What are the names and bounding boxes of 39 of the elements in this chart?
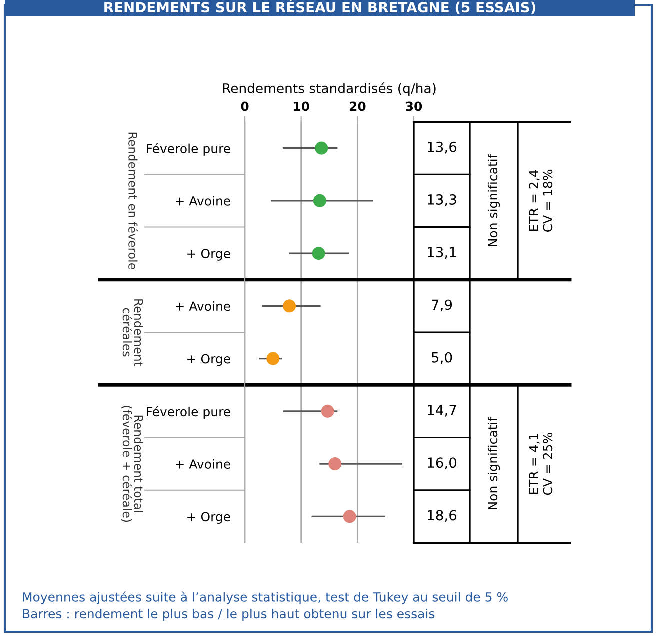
y-tick-label: + Avoine: [176, 301, 230, 312]
point: [312, 247, 326, 260]
data-label: 13,6: [428, 142, 457, 154]
point: [313, 194, 326, 208]
text: Rendement en féverole: [128, 132, 138, 270]
x-tick-label: 30: [406, 102, 422, 112]
text: Non significatif: [488, 154, 500, 246]
data-label: 7,9: [432, 300, 452, 312]
y-tick-label: + Orge: [188, 354, 230, 366]
text: Non significatif: [488, 417, 500, 510]
data-label: 5,0: [432, 352, 452, 364]
y-tick-label: + Orge: [188, 249, 230, 261]
point: [343, 510, 356, 524]
x-tick-label: 0: [241, 102, 249, 112]
chart-title: RENDEMENTS SUR LE RÉSEAU EN BRETAGNE (5 ESSAIS): [104, 0, 536, 14]
data-label: 14,7: [428, 405, 456, 417]
y-tick-label: + Avoine: [176, 459, 230, 469]
point: [283, 300, 296, 313]
data-label: 18,6: [428, 510, 457, 522]
data-label: 13,3: [428, 194, 456, 206]
data-label: 16,0: [428, 458, 457, 470]
point: [266, 352, 280, 366]
text: Rendement céréales: [122, 300, 144, 366]
x-axis-title: Rendements standardisés (q/ha): [223, 82, 436, 96]
point: [328, 458, 342, 471]
text: ETR = 2,4 CV = 18%: [529, 170, 553, 232]
y-tick-label: Féverole pure: [147, 406, 230, 420]
y-tick-label: + Orge: [188, 512, 230, 524]
y-tick-label: Féverole pure: [147, 143, 230, 156]
x-tick-label: 20: [350, 102, 366, 112]
text: ETR = 4,1 CV = 25%: [529, 433, 553, 496]
text: Moyennes ajustées suite à l’analyse statistique, test de Tukey au seuil de 5 %: [23, 592, 508, 604]
text: Barres : rendement le plus bas / le plus haut obtenu sur les essais: [23, 608, 435, 622]
y-tick-label: + Avoine: [176, 196, 230, 206]
x-tick-label: 10: [294, 102, 310, 112]
point: [315, 142, 328, 155]
text: Rendement total (féverole + céréale): [121, 406, 144, 522]
data-label: 13,1: [428, 247, 456, 260]
point: [321, 404, 334, 418]
